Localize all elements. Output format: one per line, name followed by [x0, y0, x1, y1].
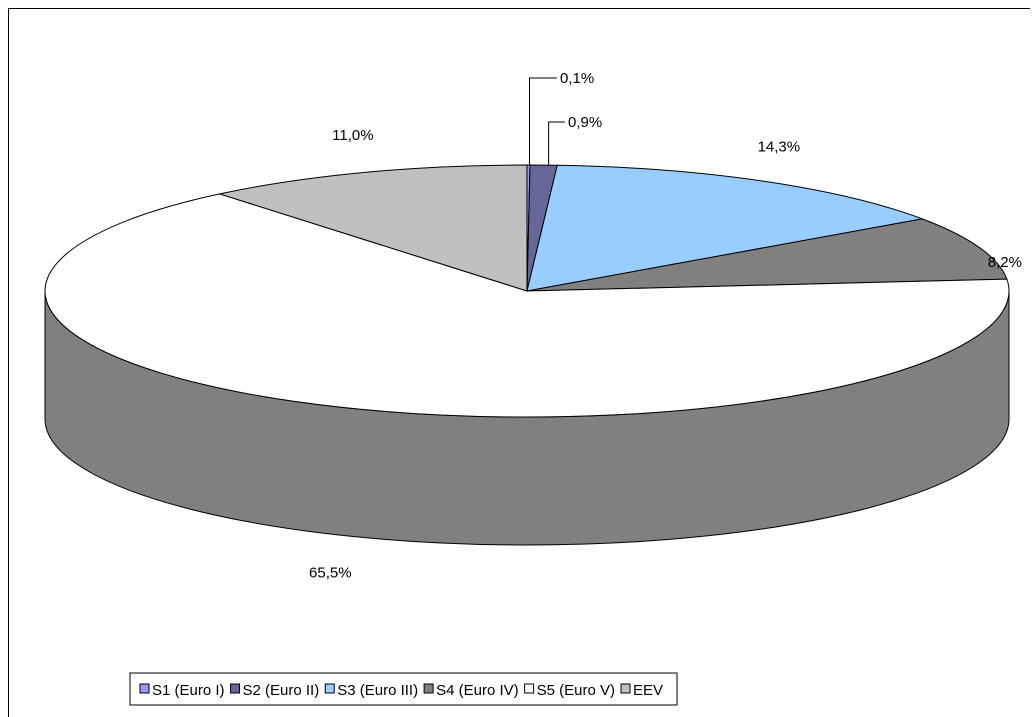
data-labels: 0,1% 0,9% 14,3% 8,2% 65,5% 11,0%: [309, 70, 1022, 581]
legend-swatch-1: [230, 683, 241, 694]
pie-slice-4: [44, 193, 1010, 418]
legend-swatch-0: [139, 683, 150, 694]
leader-line-0: [529, 77, 557, 166]
pie-slice-3: [526, 218, 1008, 292]
legend-swatch-4: [524, 683, 535, 694]
data-label-3: 8,2%: [988, 254, 1022, 271]
data-label-0: 0,1%: [560, 70, 594, 87]
chart-frame: [8, 8, 1030, 717]
pie-slice-2: [526, 164, 925, 292]
legend-label-5: EEV: [633, 682, 663, 699]
pie-top-layer: [44, 164, 1010, 418]
legend-label-2: S3 (Euro III): [337, 682, 418, 699]
data-label-4: 65,5%: [309, 564, 352, 581]
pie-slice-5: [217, 164, 528, 292]
legend-label-3: S4 (Euro IV): [436, 682, 519, 699]
legend-swatch-2: [324, 683, 335, 694]
leader-lines: [529, 77, 565, 166]
legend-label-0: S1 (Euro I): [152, 682, 225, 699]
legend-label-1: S2 (Euro II): [243, 682, 320, 699]
data-label-1: 0,9%: [568, 114, 602, 131]
legend-swatch-3: [423, 683, 434, 694]
legend: S1 (Euro I) S2 (Euro II) S3 (Euro III) S4 (…: [129, 672, 678, 706]
leader-line-1: [548, 121, 565, 166]
legend-label-4: S5 (Euro V): [537, 682, 615, 699]
legend-swatch-5: [620, 683, 631, 694]
legend-items: S1 (Euro I) S2 (Euro II) S3 (Euro III) S4 (…: [139, 682, 663, 699]
data-label-2: 14,3%: [758, 138, 801, 155]
legend-box: [129, 672, 678, 706]
data-label-5: 11,0%: [332, 127, 373, 144]
